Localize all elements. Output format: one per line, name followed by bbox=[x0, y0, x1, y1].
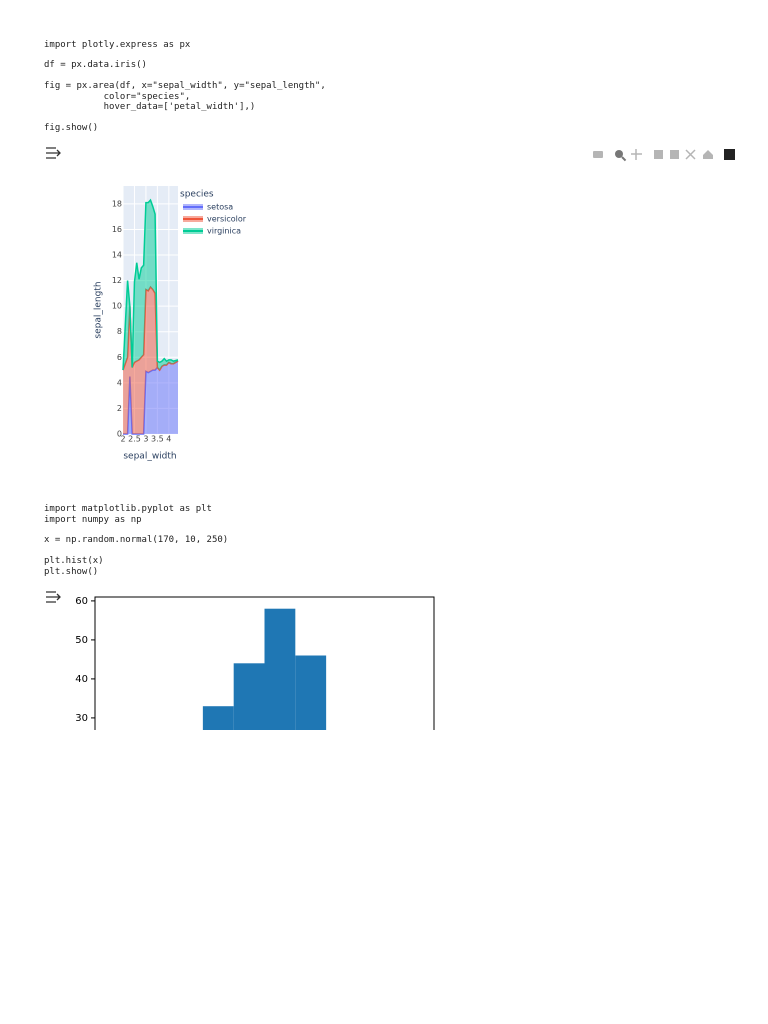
bar bbox=[264, 608, 296, 730]
area-fill bbox=[123, 200, 178, 371]
code-line: fig.show() bbox=[44, 123, 99, 133]
y-tick-label: 0 bbox=[117, 430, 122, 439]
y-tick-label: 40 bbox=[75, 674, 88, 685]
y-tick-label: 30 bbox=[75, 713, 88, 724]
y-tick-label: 10 bbox=[112, 302, 122, 311]
y-tick-label: 2 bbox=[117, 404, 122, 413]
legend-swatch-fill bbox=[183, 228, 203, 234]
code-line: x = np.random.normal(170, 10, 250) bbox=[44, 535, 229, 545]
area-line bbox=[122, 198, 179, 371]
y-tick-label: 14 bbox=[112, 251, 122, 260]
area-fill bbox=[123, 286, 178, 434]
legend-label: setosa bbox=[207, 203, 233, 212]
y-axis-title: sepal_length bbox=[94, 281, 104, 338]
code-line: import numpy as np bbox=[44, 515, 142, 525]
output-icon[interactable] bbox=[46, 147, 61, 603]
code-line: color="species", bbox=[44, 92, 191, 102]
legend-label: virginica bbox=[207, 227, 241, 236]
y-tick-label: 60 bbox=[75, 596, 88, 607]
x-tick-label: 2 bbox=[120, 435, 125, 444]
y-tick-label: 16 bbox=[112, 225, 122, 234]
code-line: df = px.data.iris() bbox=[44, 60, 147, 70]
legend-swatch-fill bbox=[183, 216, 203, 222]
code-line: fig = px.area(df, x="sepal_width", y="se… bbox=[44, 81, 326, 91]
code-line: import plotly.express as px bbox=[44, 40, 191, 50]
legend-title: species bbox=[180, 190, 214, 200]
code-line: plt.show() bbox=[44, 567, 99, 577]
x-axis-title: sepal_width bbox=[123, 452, 176, 462]
x-tick-label: 2.5 bbox=[128, 435, 141, 444]
y-tick-label: 8 bbox=[117, 327, 122, 336]
code-line: hover_data=['petal_width'],) bbox=[44, 102, 256, 112]
y-tick-label: 12 bbox=[112, 276, 122, 285]
bar bbox=[233, 663, 265, 730]
code-line: plt.hist(x) bbox=[44, 556, 104, 566]
area-fill bbox=[123, 361, 178, 434]
y-tick-label: 18 bbox=[112, 199, 122, 208]
code-line: import matplotlib.pyplot as plt bbox=[44, 504, 212, 514]
modebar[interactable] bbox=[593, 149, 735, 162]
legend-swatch-fill bbox=[183, 204, 203, 210]
legend-label: versicolor bbox=[207, 215, 247, 224]
x-tick-label: 4 bbox=[166, 435, 171, 444]
x-tick-label: 3.5 bbox=[151, 435, 164, 444]
histogram bbox=[94, 596, 435, 730]
y-tick-label: 50 bbox=[75, 635, 88, 646]
axes-frame bbox=[94, 596, 435, 730]
y-tick-label: 4 bbox=[117, 378, 122, 387]
bar bbox=[202, 706, 234, 730]
y-tick-label: 6 bbox=[117, 353, 122, 362]
bar bbox=[295, 655, 327, 730]
x-tick-label: 3 bbox=[143, 435, 148, 444]
